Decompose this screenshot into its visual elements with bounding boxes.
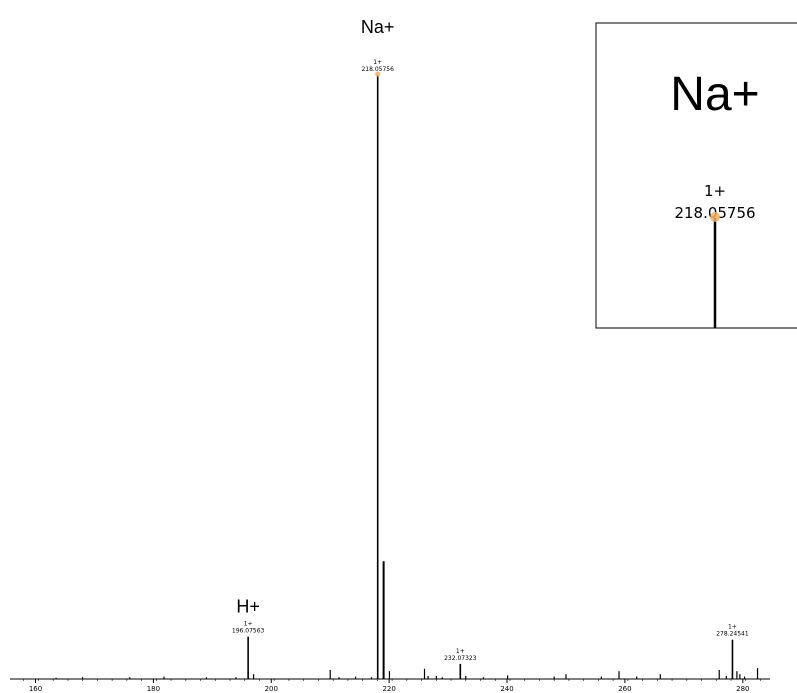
inset-ion-label: Na+	[670, 68, 759, 121]
ion-label: Na+	[361, 17, 395, 37]
spectrum-peaks	[55, 71, 759, 679]
peak-mz-label: 278.24541	[716, 631, 749, 638]
peak-marker	[375, 71, 381, 77]
x-tick-label: 180	[147, 685, 160, 693]
peak-charge-label: 1+	[728, 624, 737, 631]
x-tick-label: 240	[500, 685, 513, 693]
x-tick-label: 260	[618, 685, 631, 693]
inset-peak-marker	[710, 212, 720, 222]
peak-mz-label: 196.07563	[232, 628, 265, 635]
inset-zoom: Na+ 1+ 218.05756	[595, 22, 797, 329]
inset-charge-label: 1+	[704, 182, 726, 200]
peak-labels: 1+196.07563H+1+218.05756Na+1+232.073231+…	[232, 17, 749, 662]
peak-charge-label: 1+	[373, 59, 382, 66]
x-tick-label: 280	[736, 685, 749, 693]
peak-mz-label: 232.07323	[444, 655, 477, 662]
peak-charge-label: 1+	[456, 648, 465, 655]
x-tick-label: 220	[382, 685, 395, 693]
peak-mz-label: 218.05756	[361, 66, 394, 73]
x-axis-ticks: 160 180 200 220 240 260 280	[23, 679, 761, 693]
ion-label: H+	[236, 597, 260, 617]
x-tick-label: 160	[29, 685, 42, 693]
peak-charge-label: 1+	[244, 621, 253, 628]
x-tick-label: 200	[265, 685, 278, 693]
inset-frame	[595, 22, 797, 329]
